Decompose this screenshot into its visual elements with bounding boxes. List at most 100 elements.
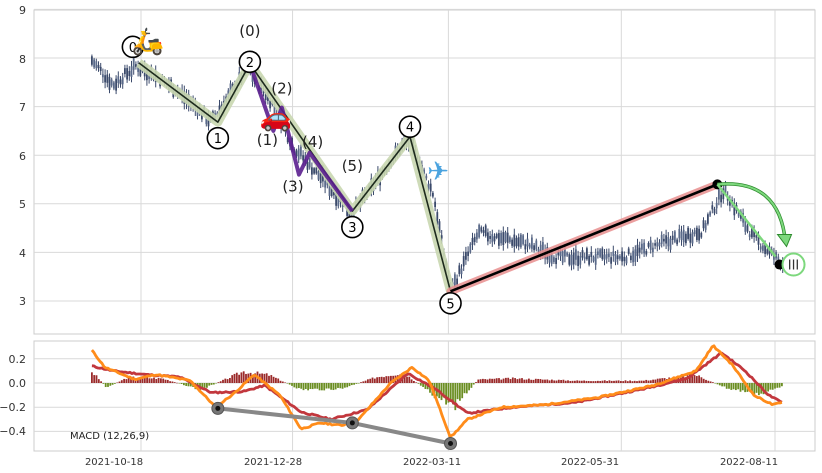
- candle-body: [559, 249, 562, 257]
- macd-hist-bar: [408, 376, 411, 383]
- macd-hist-bar: [150, 378, 153, 383]
- candle-body: [608, 253, 610, 258]
- macd-hist-bar: [93, 375, 96, 383]
- candle-body: [284, 128, 287, 133]
- macd-hist-bar: [587, 380, 590, 383]
- candle-body: [526, 238, 529, 247]
- candle-body: [660, 234, 663, 244]
- macd-hist-bar: [564, 380, 567, 383]
- macd-hist-bar: [544, 379, 546, 383]
- macd-hist-bar: [470, 383, 473, 388]
- macd-hist-bar: [569, 380, 572, 383]
- candle-body: [746, 225, 749, 232]
- macd-hist-bar: [709, 381, 712, 383]
- candle-body: [478, 224, 481, 238]
- macd-hist-bar: [714, 383, 717, 384]
- wave-label-circle: [121, 35, 145, 59]
- macd-hist-bar: [203, 383, 206, 388]
- candle-body: [146, 69, 148, 81]
- macd-hist-bar: [385, 376, 388, 383]
- macd-hist-bar: [459, 383, 461, 401]
- macd-hist-bar: [452, 383, 454, 405]
- macd-hist-bar: [774, 383, 776, 389]
- macd-hist-bar: [571, 380, 574, 383]
- macd-hist-bar: [748, 383, 751, 391]
- macd-hist-bar: [493, 378, 496, 383]
- candle-body: [113, 82, 115, 89]
- candle-body: [524, 244, 527, 250]
- x-tick-label: 2022-05-31: [561, 457, 619, 468]
- macd-hist-bar: [201, 383, 204, 390]
- macd-hist-bar: [155, 379, 158, 383]
- macd-hist-bar: [281, 381, 284, 383]
- macd-hist-bar: [656, 378, 659, 383]
- candle-body: [282, 122, 285, 129]
- macd-hist-bar: [321, 383, 323, 391]
- candle-body: [333, 191, 335, 196]
- macd-hist-bar: [378, 376, 381, 383]
- macd-y-tick-label: 0.2: [9, 353, 27, 366]
- candle-body: [297, 148, 300, 160]
- macd-hist-bar: [468, 383, 471, 391]
- candle-body: [711, 205, 714, 210]
- macd-hist-bar: [622, 381, 625, 383]
- macd-hist-bar: [166, 379, 169, 383]
- candle-body: [480, 227, 483, 232]
- car-icon: 🚗: [260, 103, 292, 133]
- macd-hist-bar: [261, 373, 264, 383]
- candle-body: [119, 79, 122, 85]
- candle-body: [698, 228, 701, 241]
- macd-hist-bar: [482, 378, 484, 383]
- candle-body: [471, 238, 474, 245]
- x-tick-label: 2022-03-11: [403, 457, 461, 468]
- projection-arrow-straight: [716, 183, 777, 258]
- macd-hist-bar: [406, 376, 408, 383]
- macd-hist-bar: [693, 375, 696, 383]
- candle-body: [533, 245, 536, 251]
- macd-hist-bar: [376, 377, 379, 383]
- macd-hist-bar: [277, 378, 280, 383]
- macd-hist-bar: [608, 380, 611, 383]
- candle-body: [744, 219, 747, 232]
- candle-body: [324, 180, 327, 188]
- candle-body: [658, 242, 661, 247]
- macd-panel: [33, 340, 816, 452]
- sub-wave-label: (4): [302, 133, 323, 151]
- x-tick-label: 2021-12-28: [244, 457, 302, 468]
- candle-body: [645, 250, 648, 255]
- candle-body: [687, 227, 690, 239]
- candle-body: [641, 243, 643, 250]
- macd-hist-bar: [118, 381, 121, 383]
- macd-hist-bar: [390, 375, 392, 383]
- y-tick-label: 5: [19, 198, 26, 211]
- candle-body: [500, 233, 503, 244]
- macd-hist-bar: [169, 381, 172, 383]
- macd-y-tick-label: 0.0: [9, 377, 27, 390]
- macd-hist-bar: [146, 377, 149, 383]
- macd-hist-bar: [380, 376, 383, 383]
- candle-body: [764, 243, 767, 254]
- macd-hist-bar: [767, 383, 770, 392]
- macd-hist-bar: [530, 379, 533, 383]
- candle-body: [205, 114, 208, 125]
- trend-line: [450, 183, 718, 293]
- candle-body: [707, 214, 709, 224]
- macd-hist-bar: [758, 383, 760, 396]
- macd-hist-bar: [456, 383, 459, 400]
- candle-body: [581, 250, 584, 258]
- candle-body: [269, 100, 272, 109]
- candle-body: [762, 245, 764, 251]
- candle-body: [720, 194, 723, 203]
- macd-hist-bar: [753, 383, 756, 395]
- macd-hist-bar: [755, 383, 758, 393]
- macd-hist-bar: [413, 380, 415, 383]
- macd-hist-bar: [275, 377, 277, 383]
- macd-hist-bar: [153, 377, 155, 383]
- candle-body: [616, 255, 619, 260]
- macd-hist-bar: [176, 382, 178, 384]
- macd-hist-bar: [534, 378, 537, 383]
- wave-label-circle: [439, 291, 462, 315]
- candle-body: [733, 202, 736, 216]
- macd-hist-bar: [422, 383, 425, 387]
- candle-body: [636, 244, 639, 257]
